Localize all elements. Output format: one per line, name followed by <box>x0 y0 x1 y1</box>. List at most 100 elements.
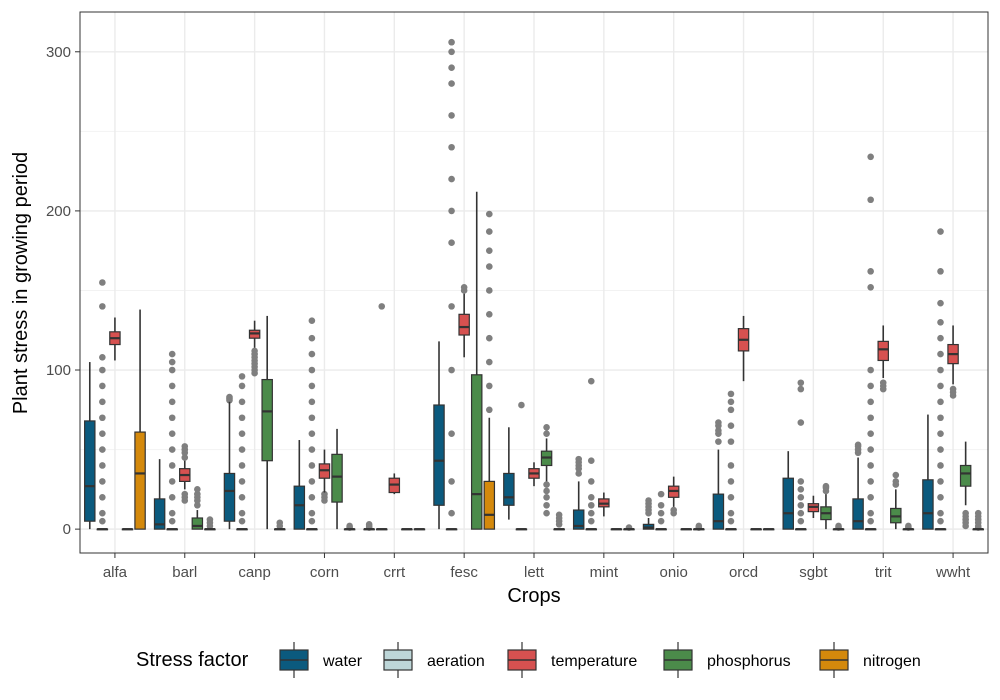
y-tick-label: 100 <box>46 362 71 379</box>
box-water <box>782 477 794 530</box>
outlier-point <box>727 509 735 517</box>
outlier-point <box>797 385 805 393</box>
outlier-point <box>543 501 550 509</box>
outlier-point <box>867 414 874 422</box>
outlier-point <box>727 462 735 469</box>
box-water <box>503 472 515 506</box>
outlier-point <box>168 430 176 437</box>
outlier-point <box>715 419 722 426</box>
outlier-point <box>543 494 550 501</box>
outlier-point <box>657 517 665 525</box>
legend-label-phosphorus: phosphorus <box>707 653 791 670</box>
outlier-point <box>937 462 944 469</box>
outlier-point <box>937 299 944 307</box>
outlier-point <box>937 318 944 326</box>
x-tick-label: alfa <box>103 564 128 581</box>
box-water <box>223 472 236 522</box>
x-tick-label: lett <box>524 564 545 581</box>
outlier-point <box>181 454 189 461</box>
outlier-point <box>949 385 957 393</box>
outlier-point <box>543 509 550 517</box>
outlier-point <box>238 494 246 501</box>
marks-layer <box>84 38 984 531</box>
legend-label-water: water <box>322 653 363 670</box>
outlier-point <box>715 438 722 445</box>
outlier-point <box>962 509 969 517</box>
outlier-point <box>308 509 316 517</box>
outlier-point <box>448 80 455 87</box>
outlier-point <box>867 517 874 525</box>
outlier-point <box>937 414 944 422</box>
legend-title: Stress factor <box>136 649 249 671</box>
outlier-point <box>797 379 805 387</box>
outlier-point <box>238 517 246 525</box>
outlier-point <box>308 517 316 525</box>
outlier-point <box>460 283 468 291</box>
box-phosphorus <box>331 453 343 503</box>
outlier-point <box>99 509 106 517</box>
outlier-point <box>867 283 874 291</box>
outlier-point <box>587 517 595 525</box>
outlier-point <box>346 522 353 530</box>
outlier-point <box>575 455 583 463</box>
outlier-point <box>867 196 874 204</box>
outlier-point <box>797 494 805 501</box>
outlier-point <box>308 382 316 390</box>
outlier-point <box>448 366 455 374</box>
outlier-point <box>238 414 246 422</box>
outlier-point <box>937 398 944 406</box>
outlier-point <box>99 462 106 469</box>
outlier-point <box>797 509 805 517</box>
outlier-point <box>308 350 316 358</box>
outlier-point <box>99 353 106 361</box>
outlier-point <box>168 366 176 374</box>
box-water <box>293 485 306 530</box>
outlier-point <box>99 430 106 437</box>
outlier-point <box>168 350 176 358</box>
outlier-point <box>587 494 595 501</box>
box-water <box>433 404 445 506</box>
x-tick-label: onio <box>660 564 688 581</box>
outlier-point <box>238 382 246 390</box>
x-axis-title: Crops <box>507 585 560 607</box>
x-tick-label: orcd <box>729 564 758 581</box>
outlier-point <box>543 487 550 495</box>
outlier-point <box>308 478 316 485</box>
outlier-point <box>485 311 493 318</box>
outlier-point <box>238 430 246 437</box>
outlier-point <box>238 373 246 380</box>
outlier-point <box>251 347 258 355</box>
outlier-point <box>518 401 525 409</box>
outlier-point <box>575 470 583 477</box>
outlier-point <box>238 462 246 469</box>
box-nitrogen <box>483 480 496 530</box>
outlier-point <box>974 509 982 517</box>
outlier-point <box>448 64 455 71</box>
outlier-point <box>99 303 106 310</box>
x-tick-label: barl <box>172 564 197 581</box>
outlier-point <box>543 423 550 431</box>
outlier-point <box>937 228 944 235</box>
box-water <box>84 420 96 522</box>
outlier-point <box>448 303 455 310</box>
outlier-point <box>168 398 176 406</box>
outlier-point <box>695 522 703 530</box>
outlier-point <box>99 478 106 485</box>
outlier-point <box>835 522 842 530</box>
box-phosphorus <box>470 374 483 530</box>
outlier-point <box>822 482 830 490</box>
y-tick-label: 0 <box>63 521 71 538</box>
outlier-point <box>308 494 316 501</box>
outlier-point <box>657 501 665 509</box>
outlier-point <box>168 494 176 501</box>
box-phosphorus <box>191 517 204 530</box>
box-water <box>922 479 934 530</box>
outlier-point <box>867 366 874 374</box>
outlier-point <box>181 490 189 498</box>
legend-label-nitrogen: nitrogen <box>863 653 921 670</box>
outlier-point <box>206 516 214 523</box>
outlier-point <box>485 334 493 342</box>
outlier-point <box>587 509 595 517</box>
box-water <box>153 498 166 530</box>
